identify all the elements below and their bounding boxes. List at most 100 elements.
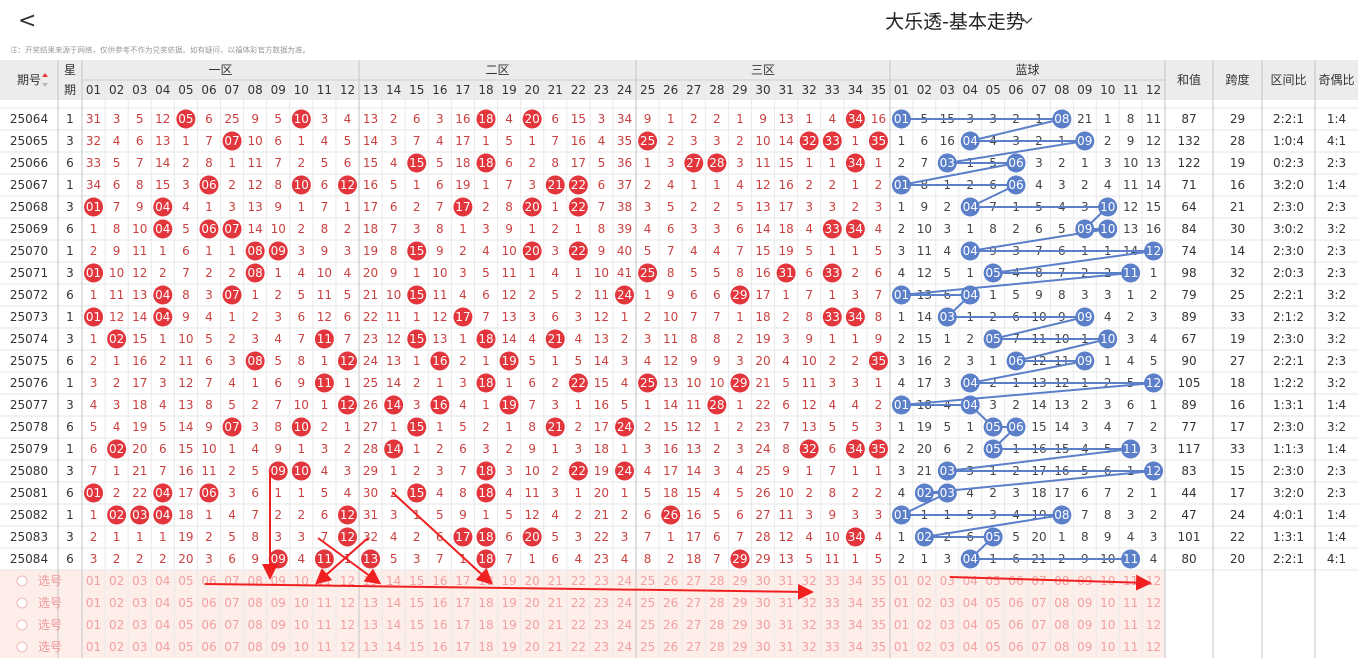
picker-number[interactable]: 05 — [178, 574, 193, 588]
picker-number[interactable]: 24 — [617, 640, 632, 654]
picker-number[interactable]: 28 — [709, 574, 724, 588]
picker-number[interactable]: 04 — [155, 640, 170, 654]
picker-number[interactable]: 07 — [1031, 596, 1046, 610]
picker-number[interactable]: 09 — [271, 596, 286, 610]
picker-number[interactable]: 31 — [778, 596, 793, 610]
picker-number[interactable]: 09 — [1077, 596, 1092, 610]
picker-number[interactable]: 17 — [455, 596, 470, 610]
picker-number[interactable]: 23 — [594, 618, 609, 632]
picker-number[interactable]: 02 — [109, 574, 124, 588]
back-button[interactable]: < — [18, 9, 36, 34]
picker-number[interactable]: 29 — [732, 596, 747, 610]
picker-number[interactable]: 22 — [571, 640, 586, 654]
picker-number[interactable]: 27 — [686, 640, 701, 654]
picker-number[interactable]: 06 — [1008, 618, 1023, 632]
picker-number[interactable]: 20 — [525, 640, 540, 654]
picker-number[interactable]: 19 — [501, 596, 516, 610]
picker-number[interactable]: 11 — [1123, 574, 1138, 588]
picker-number[interactable]: 34 — [848, 574, 863, 588]
picker-number[interactable]: 17 — [455, 618, 470, 632]
picker-number[interactable]: 14 — [386, 618, 401, 632]
picker-number[interactable]: 10 — [1100, 596, 1115, 610]
picker-number[interactable]: 10 — [294, 618, 309, 632]
picker-number[interactable]: 14 — [386, 640, 401, 654]
picker-number[interactable]: 09 — [271, 640, 286, 654]
picker-number[interactable]: 28 — [709, 640, 724, 654]
title-dropdown[interactable] — [1021, 17, 1033, 24]
picker-number[interactable]: 34 — [848, 640, 863, 654]
picker-number[interactable]: 19 — [501, 618, 516, 632]
picker-number[interactable]: 12 — [340, 596, 355, 610]
picker-number[interactable]: 23 — [594, 596, 609, 610]
picker-number[interactable]: 35 — [871, 618, 886, 632]
picker-number[interactable]: 01 — [86, 596, 101, 610]
picker-number[interactable]: 09 — [1077, 618, 1092, 632]
picker-number[interactable]: 07 — [224, 574, 239, 588]
picker-number[interactable]: 05 — [985, 640, 1000, 654]
picker-checkbox[interactable] — [16, 575, 28, 587]
picker-number[interactable]: 29 — [732, 618, 747, 632]
picker-number[interactable]: 15 — [409, 640, 424, 654]
picker-number[interactable]: 10 — [1100, 640, 1115, 654]
picker-number[interactable]: 03 — [940, 640, 955, 654]
picker-number[interactable]: 06 — [201, 596, 216, 610]
picker-number[interactable]: 06 — [201, 640, 216, 654]
picker-number[interactable]: 23 — [594, 574, 609, 588]
picker-number[interactable]: 15 — [409, 618, 424, 632]
picker-number[interactable]: 08 — [248, 618, 263, 632]
picker-number[interactable]: 12 — [1146, 618, 1161, 632]
picker-number[interactable]: 01 — [86, 640, 101, 654]
picker-number[interactable]: 26 — [663, 596, 678, 610]
picker-number[interactable]: 03 — [132, 618, 147, 632]
picker-number[interactable]: 14 — [386, 596, 401, 610]
picker-number[interactable]: 02 — [109, 618, 124, 632]
picker-number[interactable]: 11 — [317, 640, 332, 654]
picker-number[interactable]: 02 — [109, 596, 124, 610]
picker-number[interactable]: 12 — [340, 640, 355, 654]
picker-number[interactable]: 08 — [248, 640, 263, 654]
picker-number[interactable]: 02 — [917, 574, 932, 588]
picker-number[interactable]: 12 — [340, 574, 355, 588]
picker-number[interactable]: 18 — [478, 596, 493, 610]
picker-number[interactable]: 02 — [109, 640, 124, 654]
picker-number[interactable]: 05 — [178, 618, 193, 632]
picker-number[interactable]: 06 — [1008, 640, 1023, 654]
picker-number[interactable]: 32 — [802, 640, 817, 654]
picker-number[interactable]: 02 — [917, 640, 932, 654]
picker-number[interactable]: 34 — [848, 596, 863, 610]
picker-number[interactable]: 16 — [432, 618, 447, 632]
picker-number[interactable]: 29 — [732, 640, 747, 654]
picker-number[interactable]: 06 — [201, 574, 216, 588]
picker-number[interactable]: 33 — [825, 618, 840, 632]
picker-number[interactable]: 11 — [1123, 640, 1138, 654]
picker-number[interactable]: 30 — [755, 596, 770, 610]
picker-checkbox[interactable] — [16, 641, 28, 653]
picker-number[interactable]: 08 — [1054, 640, 1069, 654]
picker-number[interactable]: 04 — [155, 618, 170, 632]
picker-number[interactable]: 15 — [409, 574, 424, 588]
picker-number[interactable]: 05 — [985, 596, 1000, 610]
picker-number[interactable]: 01 — [86, 618, 101, 632]
picker-number[interactable]: 32 — [802, 618, 817, 632]
picker-number[interactable]: 07 — [224, 640, 239, 654]
picker-number[interactable]: 08 — [1054, 596, 1069, 610]
picker-number[interactable]: 17 — [455, 640, 470, 654]
picker-number[interactable]: 08 — [248, 596, 263, 610]
picker-number[interactable]: 03 — [940, 596, 955, 610]
picker-number[interactable]: 15 — [409, 596, 424, 610]
picker-number[interactable]: 19 — [501, 640, 516, 654]
picker-number[interactable]: 17 — [455, 574, 470, 588]
picker-number[interactable]: 07 — [224, 618, 239, 632]
picker-number[interactable]: 24 — [617, 574, 632, 588]
picker-number[interactable]: 14 — [386, 574, 401, 588]
picker-number[interactable]: 16 — [432, 574, 447, 588]
picker-number[interactable]: 11 — [1123, 596, 1138, 610]
picker-number[interactable]: 23 — [594, 640, 609, 654]
picker-number[interactable]: 07 — [224, 596, 239, 610]
picker-number[interactable]: 01 — [894, 640, 909, 654]
picker-number[interactable]: 04 — [963, 596, 978, 610]
picker-checkbox[interactable] — [16, 619, 28, 631]
picker-number[interactable]: 33 — [825, 574, 840, 588]
picker-number[interactable]: 11 — [1123, 618, 1138, 632]
picker-number[interactable]: 09 — [1077, 640, 1092, 654]
